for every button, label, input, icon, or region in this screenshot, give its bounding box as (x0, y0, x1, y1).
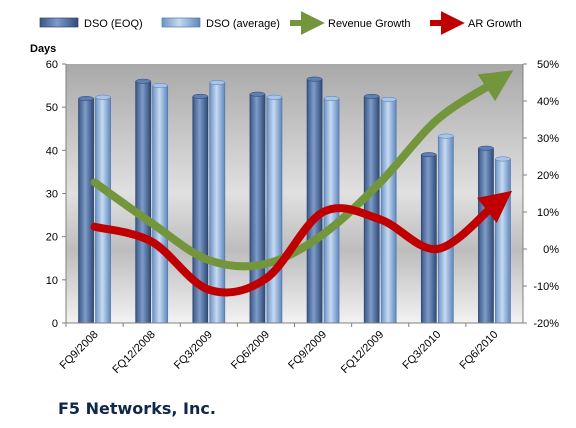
bar-dso-eoq (306, 78, 323, 324)
bar-dso-average (437, 135, 454, 324)
right-tick-label: 50% (537, 59, 559, 71)
bar-cap-dso-average (495, 156, 511, 162)
bar-cap-dso-eoq (363, 93, 380, 99)
legend-swatch (39, 17, 79, 28)
x-tick-label: FQ12/2008 (110, 329, 157, 376)
bar-cap-dso-eoq (249, 91, 266, 97)
left-tick-label: 60 (46, 59, 58, 71)
bar-cap-dso-average (95, 94, 111, 100)
bar-cap-dso-average (380, 96, 397, 102)
bar-dso-eoq (420, 154, 437, 324)
line-revenue-growth (90, 70, 514, 271)
bar-dso-eoq (363, 96, 380, 324)
x-tick-label: FQ3/2009 (172, 329, 215, 372)
legend-label: AR Growth (468, 18, 522, 30)
bar-dso-average (95, 96, 111, 324)
legend-label: DSO (EOQ) (84, 18, 143, 30)
bar-cap-dso-average (266, 94, 283, 100)
bar-cap-dso-average (152, 83, 168, 89)
bar-cap-dso-eoq (421, 152, 437, 158)
bar-cap-dso-eoq (135, 78, 151, 84)
left-tick-label: 30 (46, 189, 58, 201)
bar-cap-dso-average (323, 96, 340, 101)
bar-dso-eoq (135, 80, 152, 324)
right-tick-label: 40% (537, 96, 559, 108)
left-tick-label: 40 (46, 145, 58, 157)
bar-cap-dso-average (209, 80, 226, 86)
line-series (90, 70, 514, 297)
x-tick-label: FQ9/2009 (286, 329, 329, 372)
left-tick-label: 50 (46, 102, 58, 114)
left-axis: 0 10 20 30 40 50 60 (46, 59, 67, 330)
left-tick-label: 20 (46, 232, 58, 244)
x-tick-label: FQ6/2010 (457, 329, 500, 372)
bar-cap-dso-average (438, 133, 454, 139)
right-tick-label: 10% (537, 207, 559, 219)
right-tick-label: -10% (533, 281, 559, 293)
x-axis: FQ9/2008 FQ12/2008 FQ3/2009 FQ6/2009 FQ9/200… (58, 322, 523, 376)
right-tick-label: 0% (543, 244, 559, 256)
legend-label: DSO (average) (206, 18, 280, 30)
bar-dso-average (152, 85, 169, 324)
x-tick-label: FQ9/2008 (58, 329, 101, 372)
company-title: F5 Networks, Inc. (58, 399, 216, 418)
bar-dso-eoq (478, 147, 494, 324)
legend-dso-average: DSO (average) (161, 17, 280, 30)
line-ar-growth (90, 190, 513, 297)
bar-series (78, 76, 511, 324)
x-tick-label: FQ3/2010 (400, 329, 443, 372)
left-tick-label: 0 (52, 318, 58, 330)
legend-swatch (161, 17, 201, 28)
bar-cap-dso-eoq (306, 76, 323, 82)
legend-dso-eoq: DSO (EOQ) (39, 17, 143, 30)
left-tick-label: 10 (46, 275, 58, 287)
bar-cap-dso-eoq (192, 93, 209, 99)
right-tick-label: 20% (537, 170, 559, 182)
legend-revenue-growth: Revenue Growth (290, 11, 411, 35)
y-axis-title: Days (30, 43, 56, 55)
legend-label: Revenue Growth (328, 18, 411, 30)
x-tick-label: FQ6/2009 (229, 329, 272, 372)
bar-dso-eoq (78, 98, 94, 324)
bar-dso-average (495, 158, 511, 324)
bar-cap-dso-eoq (478, 145, 494, 151)
right-tick-label: -20% (533, 318, 559, 330)
right-tick-label: 30% (537, 133, 559, 145)
bar-dso-average (380, 99, 397, 324)
bar-cap-dso-eoq (78, 96, 94, 101)
legend-ar-growth: AR Growth (430, 11, 522, 35)
right-axis: -20% -10% 0% 10% 20% 30% 40% 50% (522, 59, 559, 330)
x-tick-label: FQ12/2009 (339, 329, 386, 376)
legend: DSO (EOQ) DSO (average) Revenue Growth AR G… (39, 11, 522, 35)
bar-dso-average (266, 96, 283, 324)
